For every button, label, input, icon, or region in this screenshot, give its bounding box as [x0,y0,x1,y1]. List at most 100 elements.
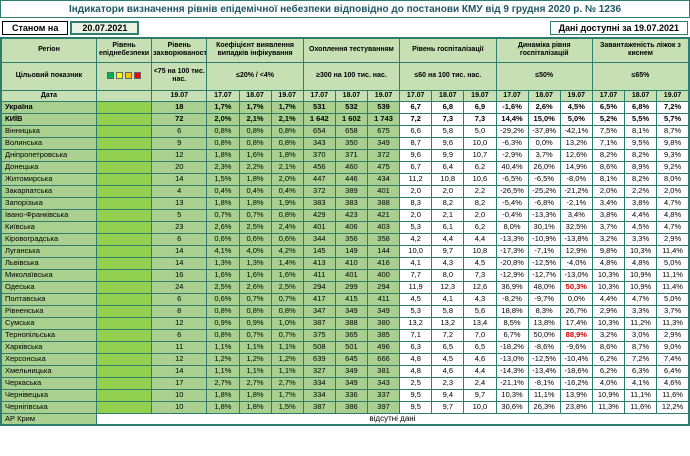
testing-value: 294 [366,280,401,294]
region-name: АР Крим [0,412,97,426]
testing-value: 417 [302,292,336,306]
table-row: Львівська 14 1,3% 1,3% 1,4% 413 410 416 4,1 4,3 4,… [0,256,690,270]
header-row-titles: Регіон Рівень епіднебезпеки Рівень захво… [0,37,690,63]
hospitalization-value: 6,7 [399,160,433,174]
dynamics-value: 3,7% [527,148,561,162]
incidence-value: 14 [151,364,208,378]
testing-value: 508 [302,340,336,354]
meta-bar: Станом на 20.07.2021 Дані доступні за 19… [0,18,690,37]
incidence-value: 6 [151,292,208,306]
detection-value: 2,3% [206,160,240,174]
testing-value: 375 [302,328,336,342]
detection-value: 1,1% [238,340,272,354]
detection-value: 2,0% [270,172,304,186]
dynamics-value: 8,0% [495,220,529,234]
beds-value: 4,4% [591,292,626,306]
testing-value: 429 [302,208,336,222]
beds-value: 11,1% [656,268,690,282]
dynamics-value: 50,3% [559,280,593,294]
dynamics-value: 50,0% [527,328,561,342]
hospitalization-value: 9,7 [431,244,465,258]
detection-value: 2,1% [238,112,272,126]
hospitalization-value: 13,2 [431,316,465,330]
testing-value: 344 [302,232,336,246]
region-name: Івано-Франківська [0,208,97,222]
target-incidence: <75 на 100 тис. нас. [151,61,208,91]
testing-value: 401 [302,220,336,234]
detection-value: 4,1% [206,244,240,258]
testing-value: 413 [302,256,336,270]
detection-value: 2,6% [238,280,272,294]
epidemic-level-cell [95,256,153,270]
dynamics-value: 17,4% [559,316,593,330]
beds-value: 9,8% [656,136,690,150]
region-name: Миколаївська [0,268,97,282]
hospitalization-value: 5,6 [463,304,497,318]
as-of-label: Станом на [2,20,69,35]
dynamics-value: 30,6% [495,400,529,414]
hospitalization-value: 13,2 [399,316,433,330]
beds-value: 5,7% [656,112,690,126]
dynamics-value: 2,6% [527,100,561,114]
epidemic-level-cell [95,160,153,174]
incidence-value: 4 [151,184,208,198]
hospitalization-value: 5,8 [431,304,465,318]
dynamics-value: -13,0% [559,268,593,282]
dynamics-value: -5,4% [495,196,529,210]
dynamics-value: 6,7% [495,328,529,342]
detection-value: 1,1% [270,364,304,378]
hospitalization-value: 10,0 [399,244,433,258]
date-header: 19.07 [366,89,401,102]
table-row: Запорізька 13 1,8% 1,8% 1,9% 383 383 388 8,3 8,2 8… [0,196,690,210]
detection-value: 1,4% [270,256,304,270]
dynamics-value: 48,0% [527,280,561,294]
beds-value: 4,7% [624,292,658,306]
table-row: Київська 23 2,6% 2,5% 2,4% 401 406 403 5,3 6,1 6,2… [0,220,690,234]
detection-value: 0,8% [206,328,240,342]
beds-value: 11,6% [624,400,658,414]
dynamics-value: -7,1% [527,244,561,258]
hospitalization-value: 4,3 [463,292,497,306]
hospitalization-value: 4,6 [463,352,497,366]
dynamics-value: -13,0% [495,352,529,366]
beds-value: 9,2% [656,160,690,174]
beds-value: 7,4% [656,352,690,366]
beds-value: 8,7% [624,340,658,354]
table-row: КИЇВ 72 2,0% 2,1% 2,1% 1 642 1 602 1 743 7,2 7,3 7… [0,112,690,126]
testing-value: 645 [334,352,369,366]
dynamics-value: 14,4% [495,112,529,126]
date-label: Дата [0,89,97,102]
hospitalization-value: 6,6 [399,124,433,138]
detection-value: 0,7% [238,208,272,222]
region-name: Луганська [0,244,97,258]
detection-value: 0,8% [206,304,240,318]
testing-value: 365 [334,328,369,342]
detection-value: 0,8% [270,208,304,222]
detection-value: 0,9% [206,316,240,330]
table-row: Миколаївська 16 1,6% 1,6% 1,6% 411 401 400 7,7 8,… [0,268,690,282]
dynamics-value: 88,9% [559,328,593,342]
epidemic-level-cell [95,196,153,210]
dynamics-value: -21,2% [559,184,593,198]
beds-value: 4,7% [656,196,690,210]
target-testing: ≥300 на 100 тис. нас. [302,61,401,91]
testing-value: 447 [302,172,336,186]
beds-value: 4,5% [624,220,658,234]
date-header: 19.07 [656,89,690,102]
date-header: 18.07 [624,89,658,102]
table-row: Кіровоградська 6 0,6% 0,6% 0,6% 344 356 358 4,2 4… [0,232,690,246]
region-name: Херсонська [0,352,97,366]
date-header: 17.07 [591,89,626,102]
testing-value: 349 [334,304,369,318]
testing-value: 370 [302,148,336,162]
hospitalization-value: 5,3 [399,304,433,318]
detection-value: 0,8% [270,304,304,318]
table-row: Полтавська 6 0,6% 0,7% 0,7% 417 415 411 4,5 4,1 4,… [0,292,690,306]
detection-value: 2,1% [270,160,304,174]
detection-value: 1,6% [270,268,304,282]
incidence-value: 6 [151,124,208,138]
beds-value: 8,6% [591,340,626,354]
testing-value: 350 [334,136,369,150]
detection-value: 4,0% [238,244,272,258]
